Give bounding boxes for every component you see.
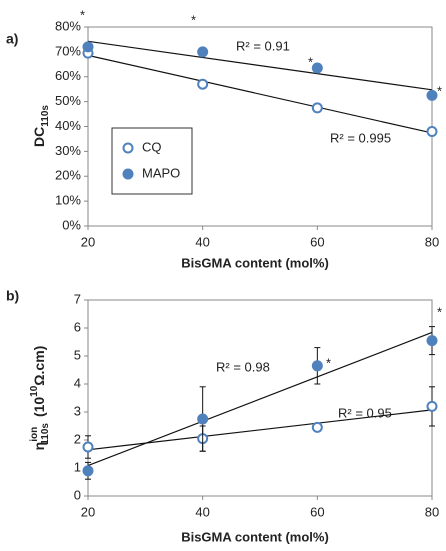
- y-tick-label: 0: [74, 487, 81, 502]
- trendline: [87, 54, 433, 134]
- legend-label: CQ: [142, 139, 162, 154]
- annotation: R² = 0.98: [216, 359, 270, 374]
- asterisk: *: [308, 54, 313, 69]
- data-point: [426, 335, 438, 347]
- y-tick-label: 1: [74, 459, 81, 474]
- x-tick-label: 20: [81, 504, 95, 519]
- y-label-sub: 110s: [40, 423, 51, 445]
- data-point: [426, 400, 438, 412]
- y-tick-label: 6: [74, 319, 81, 334]
- data-point: [311, 102, 323, 114]
- y-axis-label: ηion110s (1010Ω.cm): [29, 346, 51, 451]
- y-label-sub: 110s: [40, 105, 51, 127]
- y-tick-label: 7: [74, 291, 81, 306]
- x-tick-label: 80: [425, 234, 439, 249]
- y-tick-label: 2: [74, 431, 81, 446]
- legend-box: [111, 127, 193, 195]
- data-point: [426, 125, 438, 137]
- legend-marker: [122, 168, 134, 180]
- x-tick-label: 60: [310, 234, 324, 249]
- x-tick-label: 80: [425, 504, 439, 519]
- y-tick-label: 10%: [55, 193, 81, 208]
- y-tick-label: 30%: [55, 143, 81, 158]
- legend-label: MAPO: [142, 165, 180, 180]
- x-tick-label: 40: [195, 504, 209, 519]
- x-tick-label: 40: [195, 234, 209, 249]
- y-tick-label: 50%: [55, 93, 81, 108]
- y-label-main: DC: [31, 127, 47, 147]
- trendline: [87, 331, 433, 467]
- y-tick-label: 5: [74, 347, 81, 362]
- annotation: R² = 0.91: [236, 38, 290, 53]
- data-point: [311, 360, 323, 372]
- y-tick-label: 20%: [55, 168, 81, 183]
- x-axis-label: BisGMA content (mol%): [181, 529, 329, 544]
- asterisk: *: [437, 83, 442, 98]
- y-tick-label: 3: [74, 403, 81, 418]
- data-point: [311, 421, 323, 433]
- data-point: [197, 78, 209, 90]
- y-tick-label: 40%: [55, 118, 81, 133]
- asterisk: *: [191, 12, 196, 27]
- panel-label: a): [6, 31, 18, 47]
- asterisk: *: [437, 304, 442, 319]
- asterisk: *: [326, 355, 331, 370]
- y-tick-label: 60%: [55, 68, 81, 83]
- x-tick-label: 60: [310, 504, 324, 519]
- data-point: [311, 62, 323, 74]
- data-point: [82, 465, 94, 477]
- y-tick-label: 80%: [55, 18, 81, 33]
- legend-marker: [122, 142, 134, 154]
- panel-label: b): [6, 288, 19, 304]
- asterisk: *: [80, 7, 85, 22]
- x-tick-label: 20: [81, 234, 95, 249]
- plot-frame: [87, 26, 433, 227]
- y-tick-label: 4: [74, 375, 81, 390]
- annotation: R² = 0.995: [330, 130, 391, 145]
- plot-frame: [87, 299, 433, 497]
- y-label-sup: ion: [29, 427, 40, 442]
- y-tick-label: 0%: [62, 217, 81, 232]
- data-point: [82, 41, 94, 53]
- trendline: [87, 40, 433, 91]
- y-axis-label: DC110s: [31, 105, 51, 147]
- y-tick-label: 70%: [55, 43, 81, 58]
- y-label-unit-sup: 10: [29, 385, 40, 397]
- x-axis-label: BisGMA content (mol%): [181, 255, 329, 270]
- data-point: [197, 46, 209, 58]
- trendline: [87, 409, 433, 451]
- y-label-unit-end: Ω.cm): [31, 346, 47, 386]
- data-point: [82, 441, 94, 453]
- data-point: [426, 89, 438, 101]
- y-label-main: η: [31, 442, 47, 451]
- y-label-unit: (10: [31, 397, 47, 417]
- data-point: [197, 413, 209, 425]
